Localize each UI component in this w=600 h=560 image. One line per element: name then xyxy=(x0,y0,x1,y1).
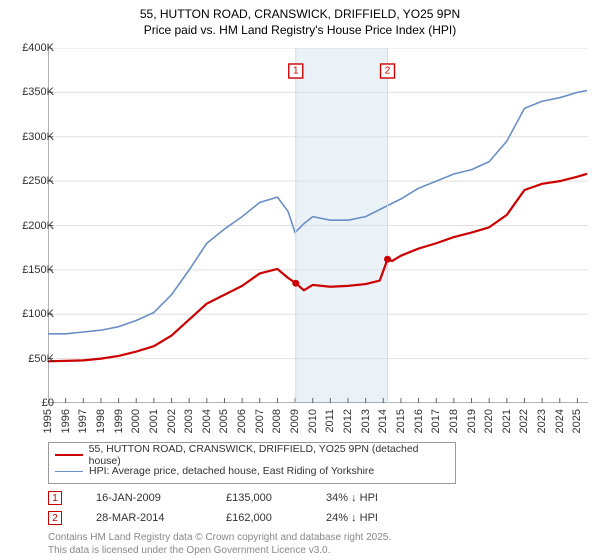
x-tick-label: 1996 xyxy=(60,409,72,433)
x-tick-label: 2023 xyxy=(536,409,548,433)
x-tick-label: 2020 xyxy=(483,409,495,433)
x-tick-label: 1999 xyxy=(113,409,125,433)
x-tick-label: 1998 xyxy=(95,409,107,433)
x-tick-label: 2009 xyxy=(289,409,301,433)
x-tick-label: 2011 xyxy=(324,409,336,433)
chart-title: 55, HUTTON ROAD, CRANSWICK, DRIFFIELD, Y… xyxy=(0,0,600,38)
event-delta: 34% ↓ HPI xyxy=(326,492,426,504)
y-tick-label: £50K xyxy=(10,353,54,365)
title-line-1: 55, HUTTON ROAD, CRANSWICK, DRIFFIELD, Y… xyxy=(0,6,600,22)
event-row: 2 28-MAR-2014 £162,000 24% ↓ HPI xyxy=(48,508,588,528)
x-tick-label: 2001 xyxy=(148,409,160,433)
x-tick-label: 2008 xyxy=(271,409,283,433)
x-tick-label: 2003 xyxy=(183,409,195,433)
x-tick-label: 1997 xyxy=(77,409,89,433)
y-tick-label: £400K xyxy=(10,42,54,54)
legend-text: HPI: Average price, detached house, East… xyxy=(89,465,374,477)
event-date: 28-MAR-2014 xyxy=(96,512,226,524)
x-tick-label: 2006 xyxy=(236,409,248,433)
y-tick-label: £0 xyxy=(10,397,54,409)
y-tick-label: £250K xyxy=(10,175,54,187)
footer-line-2: This data is licensed under the Open Gov… xyxy=(48,545,588,558)
legend-row: 55, HUTTON ROAD, CRANSWICK, DRIFFIELD, Y… xyxy=(55,447,449,463)
event-number: 1 xyxy=(52,493,58,504)
svg-text:1: 1 xyxy=(293,66,299,77)
y-tick-label: £200K xyxy=(10,220,54,232)
x-tick-label: 2022 xyxy=(518,409,530,433)
x-tick-label: 2018 xyxy=(448,409,460,433)
x-tick-label: 2013 xyxy=(360,409,372,433)
x-tick-label: 2021 xyxy=(501,409,513,433)
y-tick-label: £300K xyxy=(10,131,54,143)
y-tick-label: £100K xyxy=(10,308,54,320)
legend-swatch xyxy=(55,471,83,472)
event-marker: 2 xyxy=(48,511,62,525)
svg-text:2: 2 xyxy=(385,66,391,77)
title-line-2: Price paid vs. HM Land Registry's House … xyxy=(0,22,600,38)
x-tick-label: 2014 xyxy=(377,409,389,433)
x-tick-label: 2015 xyxy=(395,409,407,433)
event-row: 1 16-JAN-2009 £135,000 34% ↓ HPI xyxy=(48,488,588,508)
event-delta: 24% ↓ HPI xyxy=(326,512,426,524)
footer: Contains HM Land Registry data © Crown c… xyxy=(48,532,588,557)
legend: 55, HUTTON ROAD, CRANSWICK, DRIFFIELD, Y… xyxy=(48,442,456,484)
x-tick-label: 1995 xyxy=(42,409,54,433)
legend-text: 55, HUTTON ROAD, CRANSWICK, DRIFFIELD, Y… xyxy=(89,443,449,467)
x-tick-label: 2000 xyxy=(130,409,142,433)
legend-swatch xyxy=(55,454,83,456)
x-tick-label: 2002 xyxy=(166,409,178,433)
event-date: 16-JAN-2009 xyxy=(96,492,226,504)
event-marker: 1 xyxy=(48,491,62,505)
y-tick-label: £150K xyxy=(10,264,54,276)
x-tick-label: 2007 xyxy=(254,409,266,433)
events-table: 1 16-JAN-2009 £135,000 34% ↓ HPI 2 28-MA… xyxy=(48,488,588,528)
chart-area: 12 xyxy=(48,48,588,403)
y-tick-label: £350K xyxy=(10,86,54,98)
footer-line-1: Contains HM Land Registry data © Crown c… xyxy=(48,532,588,545)
x-tick-label: 2004 xyxy=(201,409,213,433)
x-tick-label: 2005 xyxy=(218,409,230,433)
event-number: 2 xyxy=(52,513,58,524)
event-price: £162,000 xyxy=(226,512,326,524)
x-tick-label: 2019 xyxy=(466,409,478,433)
chart-svg: 12 xyxy=(48,48,588,403)
event-price: £135,000 xyxy=(226,492,326,504)
x-tick-label: 2024 xyxy=(554,409,566,433)
x-tick-label: 2017 xyxy=(430,409,442,433)
x-tick-label: 2016 xyxy=(413,409,425,433)
x-tick-label: 2012 xyxy=(342,409,354,433)
x-tick-label: 2025 xyxy=(571,409,583,433)
x-tick-label: 2010 xyxy=(307,409,319,433)
